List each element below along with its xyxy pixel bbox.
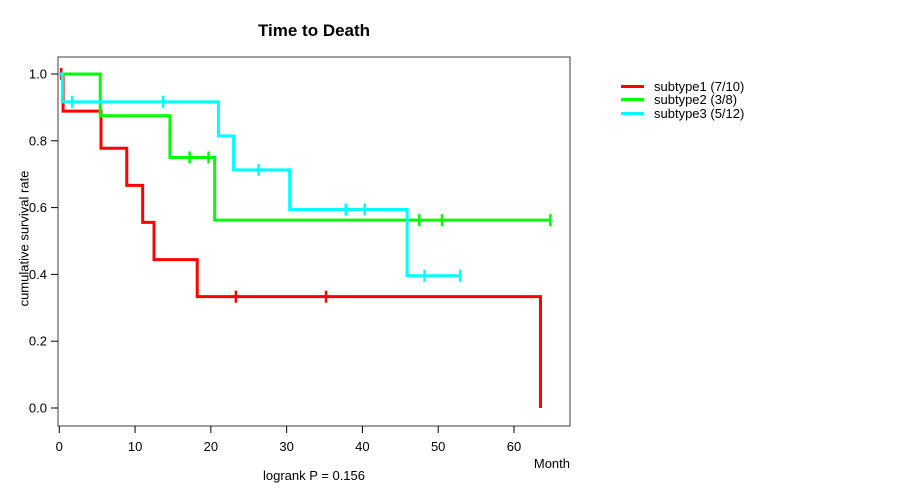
- legend-row-subtype1: subtype1 (7/10): [621, 79, 745, 95]
- x-tick-label: 40: [355, 439, 369, 454]
- series-subtype2: [59, 72, 552, 227]
- legend-line-subtype1: [621, 85, 644, 89]
- x-tick-label: 50: [431, 439, 445, 454]
- survival-curve-subtype1: [59, 72, 543, 408]
- legend-label-subtype2: subtype2 (3/8): [654, 92, 738, 108]
- legend-line-subtype2: [621, 98, 644, 102]
- x-axis-title: Month: [533, 456, 570, 471]
- y-tick-label: 0.2: [29, 334, 47, 349]
- legend-row-subtype2: subtype2 (3/8): [621, 92, 744, 108]
- logrank-p-footnote: logrank P = 0.156: [262, 468, 366, 483]
- survival-curve-subtype2: [59, 72, 551, 222]
- legend-row-subtype3: subtype3 (5/12): [621, 105, 745, 121]
- legend: subtype1 (7/10) subtype2 (3/8) subtype3 (5…: [621, 79, 745, 121]
- x-tick-label: 20: [204, 439, 218, 454]
- legend-label-subtype3: subtype3 (5/12): [654, 105, 745, 121]
- series-subtype1: [59, 68, 543, 408]
- x-tick-label: 30: [279, 439, 293, 454]
- y-axis: 0.0 0.2 0.4 0.6 0.8 1.0: [29, 67, 58, 416]
- x-tick-label: 10: [128, 439, 142, 454]
- legend-label-subtype1: subtype1 (7/10): [654, 79, 745, 95]
- x-tick-label: 0: [56, 439, 63, 454]
- y-axis-title: cumulative survival rate: [16, 170, 32, 307]
- plot-box: [57, 56, 571, 427]
- legend-line-subtype3: [621, 111, 644, 115]
- chart-title: Time to Death: [257, 21, 371, 40]
- survival-curve-subtype3: [59, 72, 461, 278]
- x-axis: 0 10 20 30 40 50 60: [56, 426, 521, 454]
- series-subtype3: [59, 72, 462, 282]
- x-tick-label: 60: [507, 439, 521, 454]
- y-tick-label: 0.4: [29, 267, 47, 282]
- y-tick-label: 1.0: [29, 67, 47, 82]
- y-tick-label: 0.6: [29, 200, 47, 215]
- y-tick-label: 0.0: [29, 401, 47, 416]
- y-tick-label: 0.8: [29, 133, 47, 148]
